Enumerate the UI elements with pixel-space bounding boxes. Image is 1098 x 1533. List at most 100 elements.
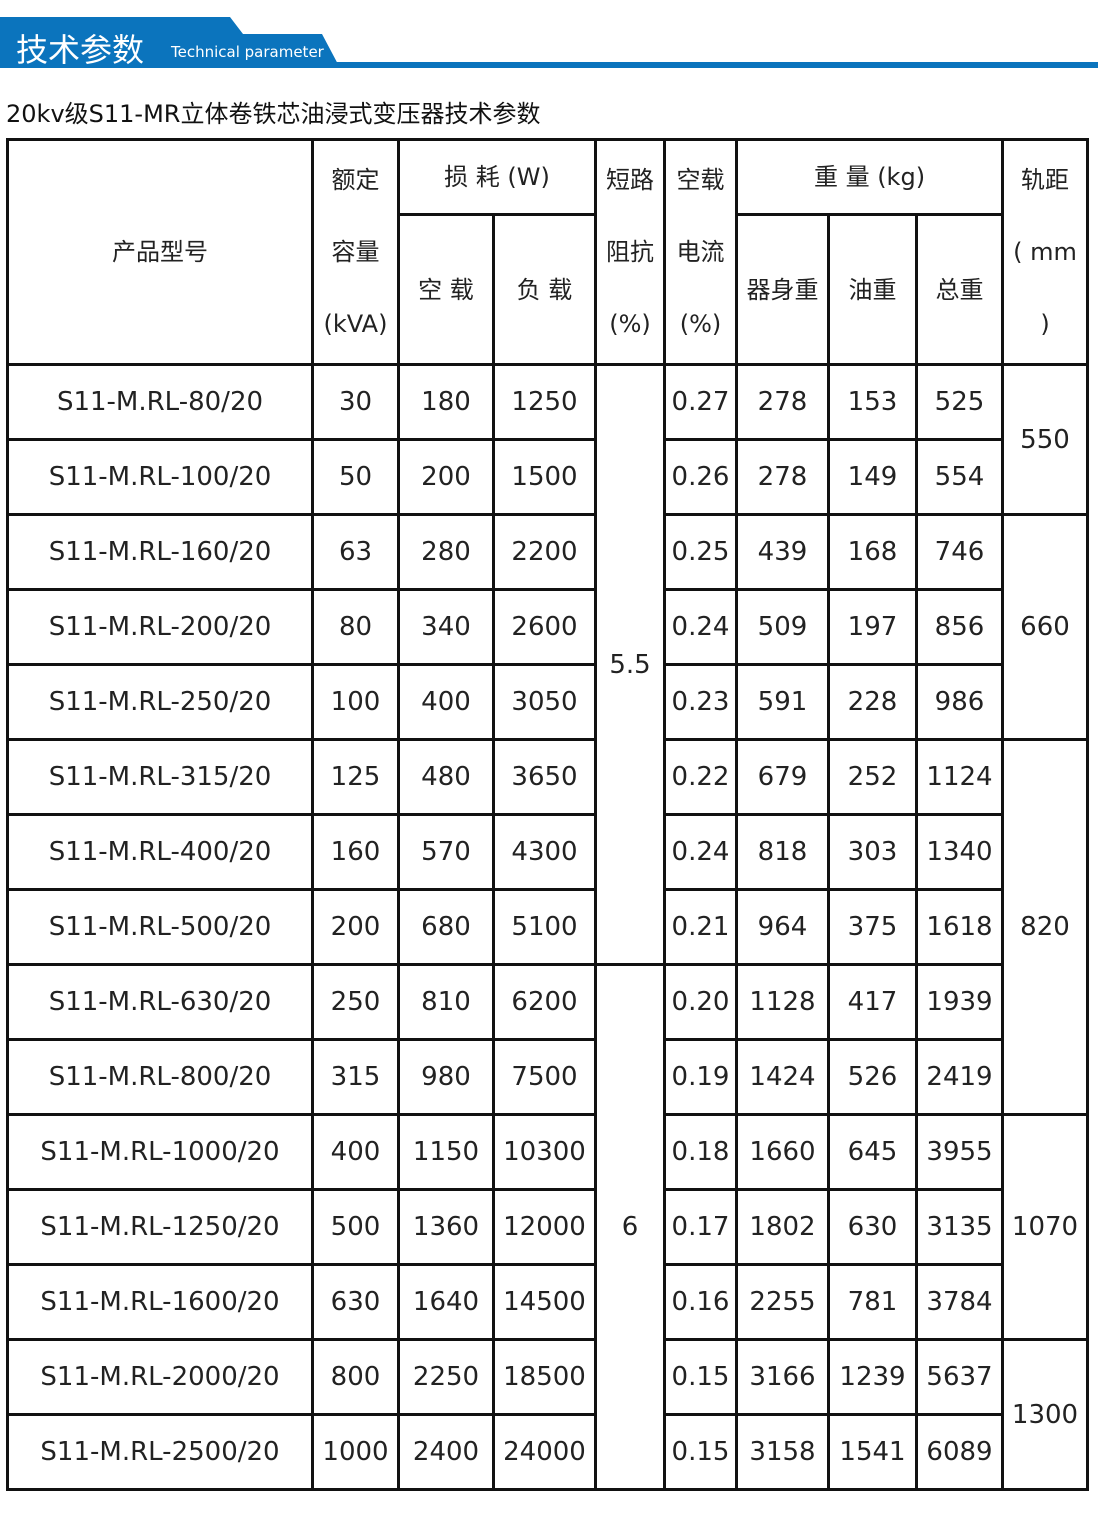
- cell-noload-current: 0.24: [663, 813, 738, 891]
- table-row: S11-M.RL-1000/20 400 1150 10300 0.18 1660 645 3…: [6, 1113, 1089, 1341]
- cell-total-weight: 3784: [915, 1263, 1004, 1341]
- cell-impedance: 5.5: [594, 363, 666, 966]
- cell-load-loss: 3650: [492, 738, 597, 816]
- cell-total-weight: 525: [915, 363, 1004, 441]
- cell-oil-weight: 375: [827, 888, 918, 966]
- cell-noload-loss: 680: [397, 888, 495, 966]
- header-text: 轨距: [1021, 166, 1069, 194]
- cell-capacity: 125: [311, 738, 400, 816]
- cell-oil-weight: 252: [827, 738, 918, 816]
- cell-body-weight: 679: [735, 738, 830, 816]
- cell-load-loss: 1250: [492, 363, 597, 441]
- header-body-weight: 器身重: [735, 213, 830, 366]
- cell-total-weight: 986: [915, 663, 1004, 741]
- header-model: 产品型号: [6, 138, 314, 366]
- table-row: S11-M.RL-1600/20 630 1640 14500 0.16 2255 781 3…: [6, 1263, 1088, 1341]
- cell-capacity: 1000: [311, 1413, 400, 1491]
- cell-track: 820: [1001, 738, 1089, 1116]
- cell-model: S11-M.RL-2500/20: [6, 1413, 314, 1491]
- table-row: S11-M.RL-500/20 200 680 5100 0.21 964 375 1618: [6, 888, 1088, 966]
- cell-total-weight: 1124: [915, 738, 1004, 816]
- cell-model: S11-M.RL-80/20: [6, 363, 314, 441]
- cell-body-weight: 509: [735, 588, 830, 666]
- cell-oil-weight: 168: [827, 513, 918, 591]
- cell-noload-loss: 280: [397, 513, 495, 591]
- cell-impedance: 6: [594, 963, 666, 1491]
- cell-total-weight: 554: [915, 438, 1004, 516]
- cell-track: 1300: [1001, 1338, 1089, 1491]
- cell-load-loss: 2600: [492, 588, 597, 666]
- header-text: ( mm: [1013, 238, 1077, 266]
- cell-body-weight: 3166: [735, 1338, 830, 1416]
- header-text: 空载: [676, 166, 725, 194]
- cell-body-weight: 1660: [735, 1113, 830, 1191]
- header-noload-current: 空载 电流 (%): [663, 138, 738, 366]
- cell-total-weight: 2419: [915, 1038, 1004, 1116]
- table-row: S11-M.RL-160/20 63 280 2200 0.25 439 168 746 660: [6, 513, 1089, 741]
- cell-noload-loss: 1640: [397, 1263, 495, 1341]
- cell-capacity: 80: [311, 588, 400, 666]
- cell-noload-current: 0.23: [663, 663, 738, 741]
- cell-capacity: 200: [311, 888, 400, 966]
- cell-body-weight: 439: [735, 513, 830, 591]
- cell-track: 1070: [1001, 1113, 1089, 1341]
- header-text: (%): [609, 310, 651, 338]
- cell-oil-weight: 1541: [827, 1413, 918, 1491]
- cell-body-weight: 278: [735, 438, 830, 516]
- header-capacity: 额定 容量 (kVA): [311, 138, 400, 366]
- section-banner: 技术参数 Technical parameter: [0, 17, 1098, 69]
- cell-load-loss: 7500: [492, 1038, 597, 1116]
- cell-noload-loss: 980: [397, 1038, 495, 1116]
- cell-noload-loss: 1360: [397, 1188, 495, 1266]
- cell-noload-current: 0.25: [663, 513, 738, 591]
- cell-load-loss: 4300: [492, 813, 597, 891]
- cell-load-loss: 2200: [492, 513, 597, 591]
- cell-noload-current: 0.15: [663, 1338, 738, 1416]
- cell-noload-loss: 570: [397, 813, 495, 891]
- cell-total-weight: 3135: [915, 1188, 1004, 1266]
- cell-oil-weight: 781: [827, 1263, 918, 1341]
- cell-noload-current: 0.15: [663, 1413, 738, 1491]
- cell-capacity: 630: [311, 1263, 400, 1341]
- cell-body-weight: 1424: [735, 1038, 830, 1116]
- cell-load-loss: 10300: [492, 1113, 597, 1191]
- cell-capacity: 50: [311, 438, 400, 516]
- cell-total-weight: 5637: [915, 1338, 1004, 1416]
- cell-noload-loss: 480: [397, 738, 495, 816]
- cell-noload-current: 0.22: [663, 738, 738, 816]
- cell-total-weight: 6089: [915, 1413, 1004, 1491]
- cell-noload-current: 0.18: [663, 1113, 738, 1191]
- cell-noload-loss: 180: [397, 363, 495, 441]
- header-loss: 损 耗 (W): [397, 138, 597, 216]
- table-title: 20kv级S11-MR立体卷铁芯油浸式变压器技术参数: [6, 100, 541, 128]
- cell-oil-weight: 417: [827, 963, 918, 1041]
- header-text: 电流: [676, 238, 725, 266]
- cell-noload-current: 0.27: [663, 363, 738, 441]
- cell-noload-loss: 1150: [397, 1113, 495, 1191]
- cell-noload-loss: 340: [397, 588, 495, 666]
- table-row: S11-M.RL-315/20 125 480 3650 0.22 679 252 1124 8…: [6, 738, 1089, 1116]
- cell-load-loss: 5100: [492, 888, 597, 966]
- cell-noload-current: 0.21: [663, 888, 738, 966]
- table-row: S11-M.RL-400/20 160 570 4300 0.24 818 303 1340: [6, 813, 1088, 891]
- header-text: 短路: [606, 166, 654, 194]
- cell-total-weight: 746: [915, 513, 1004, 591]
- cell-body-weight: 2255: [735, 1263, 830, 1341]
- cell-oil-weight: 228: [827, 663, 918, 741]
- cell-oil-weight: 303: [827, 813, 918, 891]
- header-text: 额定: [331, 166, 380, 194]
- cell-total-weight: 3955: [915, 1113, 1004, 1191]
- table-row: S11-M.RL-80/20 30 180 1250 5.5 0.27 278 153 525 5…: [6, 363, 1089, 966]
- cell-model: S11-M.RL-200/20: [6, 588, 314, 666]
- cell-oil-weight: 526: [827, 1038, 918, 1116]
- table-row: S11-M.RL-1250/20 500 1360 12000 0.17 1802 630 3…: [6, 1188, 1088, 1266]
- table-row: S11-M.RL-630/20 250 810 6200 6 0.20 1128 417 193…: [6, 963, 1088, 1491]
- cell-total-weight: 856: [915, 588, 1004, 666]
- cell-capacity: 100: [311, 663, 400, 741]
- cell-capacity: 500: [311, 1188, 400, 1266]
- cell-noload-current: 0.20: [663, 963, 738, 1041]
- cell-noload-loss: 2250: [397, 1338, 495, 1416]
- cell-model: S11-M.RL-500/20: [6, 888, 314, 966]
- cell-model: S11-M.RL-400/20: [6, 813, 314, 891]
- cell-oil-weight: 197: [827, 588, 918, 666]
